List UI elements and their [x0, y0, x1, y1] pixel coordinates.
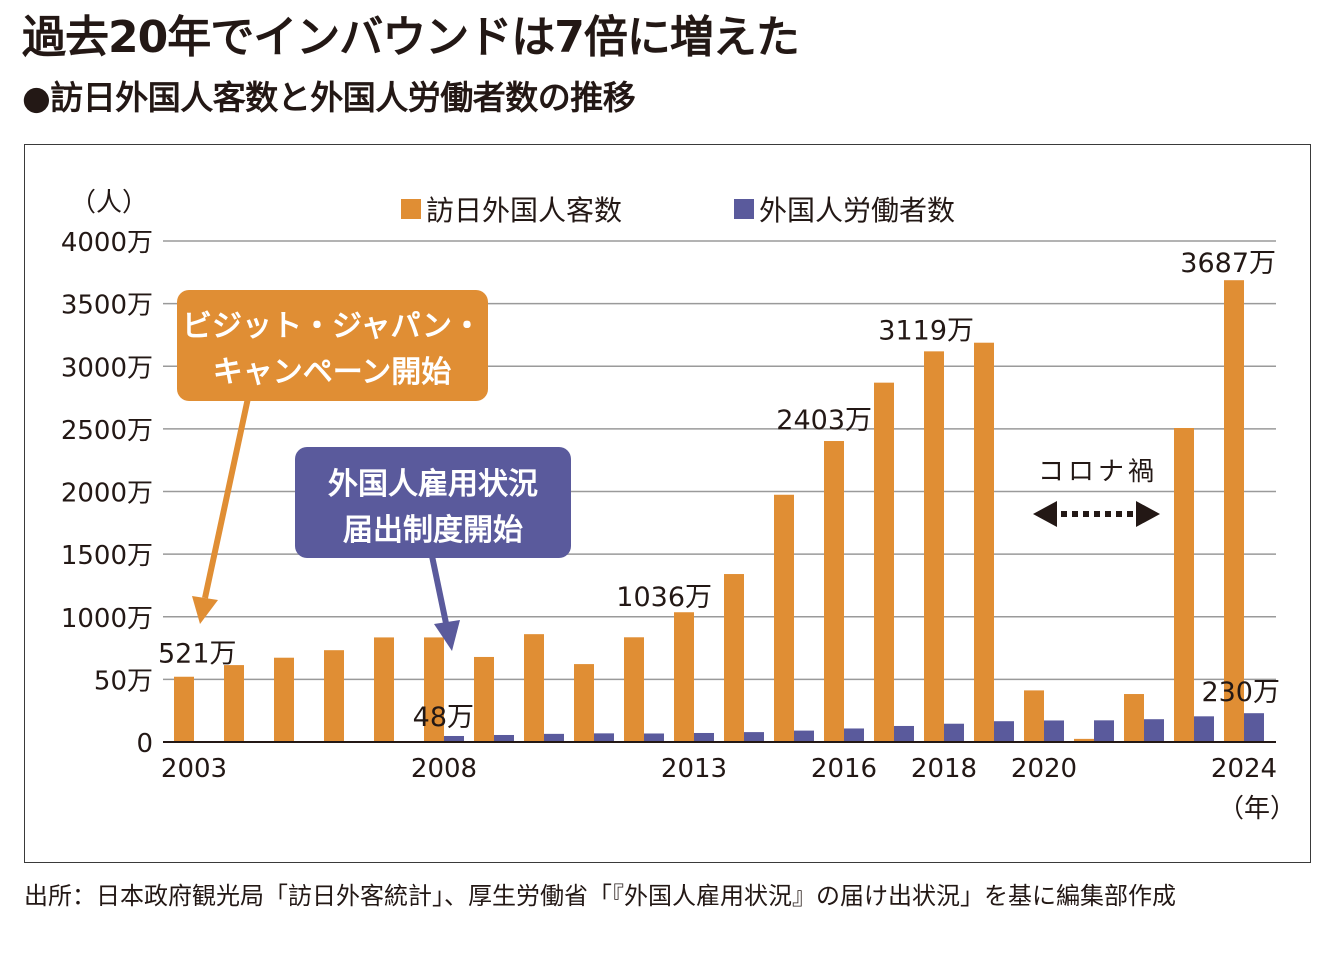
data-label: 521万 — [158, 639, 237, 670]
bar-visitors — [974, 342, 994, 742]
bar-visitors — [624, 637, 644, 742]
x-axis-ticks: 2003 2008 2013 2016 2018 2020 2024 — [161, 754, 1277, 784]
callout-arrow-line — [429, 555, 450, 629]
arrow-right-icon — [1136, 501, 1160, 527]
legend-swatch-visitors — [401, 199, 421, 219]
data-label: 3119万 — [878, 315, 974, 346]
bar-workers — [844, 728, 864, 742]
x-tick-label: 2008 — [411, 754, 477, 784]
bar-visitors — [324, 650, 344, 742]
callout-employment-reporting: 外国人雇用状況 届出制度開始 — [295, 447, 571, 651]
data-label: 3687万 — [1180, 248, 1276, 279]
bar-visitors — [724, 574, 744, 742]
y-tick-label: 4000万 — [61, 228, 153, 258]
arrow-left-icon — [1033, 501, 1057, 527]
x-tick-label: 2024 — [1211, 754, 1277, 784]
bar-visitors — [524, 634, 544, 742]
bar-workers — [944, 723, 964, 742]
bar-visitors — [1074, 738, 1094, 742]
bar-workers — [594, 733, 614, 742]
bar-workers — [794, 730, 814, 742]
bar-workers — [694, 732, 714, 742]
x-tick-label: 2013 — [661, 754, 727, 784]
x-tick-label: 2020 — [1011, 754, 1077, 784]
arrow-head-icon — [192, 596, 218, 624]
bar-visitors — [1124, 694, 1144, 742]
y-tick-label: 0 — [136, 729, 153, 759]
y-axis-ticks: 0 50万 1000万 1500万 2000万 2500万 3000万 3500万 4000万 — [61, 228, 153, 759]
bar-workers — [1244, 713, 1264, 742]
callout-box — [177, 290, 488, 401]
bar-visitors — [674, 612, 694, 742]
legend-label-workers: 外国人労働者数 — [759, 194, 955, 227]
y-tick-label: 2500万 — [61, 416, 153, 446]
y-tick-label: 3000万 — [61, 353, 153, 383]
bar-visitors — [224, 665, 244, 742]
bar-visitors — [1024, 690, 1044, 742]
callout-arrow-line — [202, 397, 251, 599]
bar-visitors — [174, 676, 194, 742]
bar-visitors — [1224, 280, 1244, 742]
bar-visitors — [1174, 427, 1194, 742]
bar-workers — [1144, 719, 1164, 742]
legend: 訪日外国人客数 外国人労働者数 — [401, 194, 955, 227]
y-tick-label: 1000万 — [61, 604, 153, 634]
callout-box — [295, 447, 571, 558]
y-tick-label: 1500万 — [61, 541, 153, 571]
bars — [174, 280, 1264, 742]
bar-workers — [494, 734, 514, 742]
chart-frame — [24, 144, 1311, 863]
y-tick-label: 2000万 — [61, 479, 153, 509]
bar-workers — [894, 725, 914, 742]
source-note: 出所：日本政府観光局「訪日外客統計」、厚生労働省「『外国人雇用状況』の届け出状況… — [24, 882, 1176, 910]
callout-text-line-2: 届出制度開始 — [343, 513, 523, 548]
bar-visitors — [774, 494, 794, 742]
data-label: 48万 — [413, 702, 474, 733]
callout-text-line-1: 外国人雇用状況 — [328, 467, 538, 502]
legend-label-visitors: 訪日外国人客数 — [426, 194, 622, 227]
bar-visitors — [874, 382, 894, 742]
x-tick-label: 2016 — [811, 754, 877, 784]
callout-visit-japan: ビジット・ジャパン・ キャンペーン開始 — [177, 290, 488, 624]
bar-workers — [994, 721, 1014, 742]
callout-text-line-1: ビジット・ジャパン・ — [182, 309, 482, 344]
bar-workers — [1094, 720, 1114, 742]
bar-workers — [744, 732, 764, 742]
bar-workers — [544, 733, 564, 742]
data-labels: 521万 48万 1036万 2403万 3119万 3687万 230万 — [158, 248, 1280, 733]
bar-workers — [444, 735, 464, 742]
x-axis-unit-label: （年） — [1218, 794, 1296, 824]
data-label: 230万 — [1201, 677, 1280, 708]
y-axis-unit-label: （人） — [70, 188, 148, 218]
bar-visitors — [924, 351, 944, 742]
x-tick-label: 2003 — [161, 754, 227, 784]
data-label: 1036万 — [616, 582, 712, 613]
x-tick-label: 2018 — [911, 754, 977, 784]
legend-swatch-workers — [734, 199, 754, 219]
covid-label: コロナ禍 — [1038, 457, 1158, 487]
headline: 過去20年でインバウンドは7倍に増えた — [22, 12, 800, 63]
bar-visitors — [574, 664, 594, 742]
y-tick-label: 3500万 — [61, 291, 153, 321]
bar-visitors — [474, 656, 494, 742]
callout-text-line-2: キャンペーン開始 — [213, 355, 452, 390]
bar-visitors — [374, 637, 394, 742]
data-label: 2403万 — [776, 405, 872, 436]
arrow-head-icon — [434, 620, 460, 651]
bar-workers — [1194, 716, 1214, 742]
bar-visitors — [824, 441, 844, 742]
chart-subtitle: ●訪日外国人客数と外国人労働者数の推移 — [22, 78, 636, 117]
bar-visitors — [424, 637, 444, 742]
bar-workers — [644, 733, 664, 742]
covid-annotation: コロナ禍 — [1033, 457, 1160, 527]
bar-visitors — [274, 657, 294, 742]
y-tick-label: 50万 — [94, 666, 153, 696]
bar-workers — [1044, 720, 1064, 742]
